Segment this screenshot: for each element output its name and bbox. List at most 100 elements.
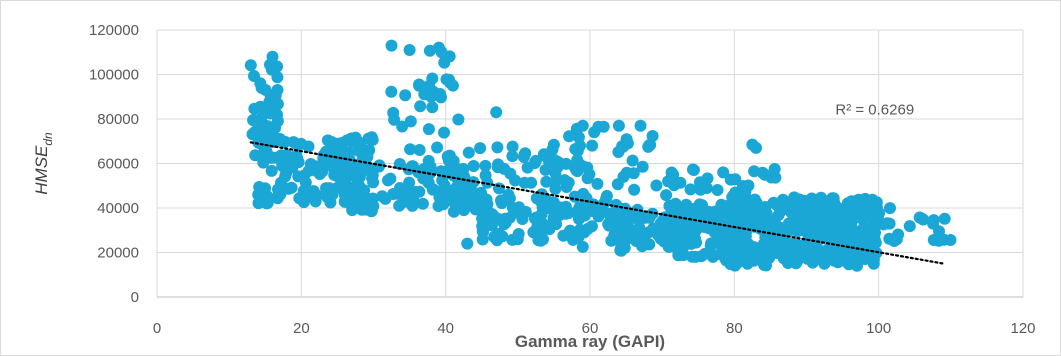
data-point — [572, 131, 585, 144]
data-point — [297, 185, 310, 197]
data-point — [385, 85, 398, 98]
data-point — [687, 231, 700, 244]
data-point — [461, 237, 474, 250]
data-point — [302, 140, 315, 153]
data-point — [272, 189, 285, 202]
y-tick-label: 80000 — [97, 111, 139, 128]
data-point — [768, 240, 781, 253]
data-point — [435, 46, 448, 59]
data-point — [927, 214, 940, 227]
data-point — [479, 159, 492, 172]
data-point — [281, 182, 293, 195]
data-point — [787, 193, 800, 206]
data-point — [516, 213, 529, 225]
data-point — [490, 106, 503, 119]
data-point — [521, 161, 534, 174]
data-point — [797, 211, 809, 223]
data-point — [600, 189, 613, 202]
data-point — [721, 241, 734, 254]
data-point — [492, 213, 505, 226]
data-point — [376, 190, 389, 203]
data-point — [768, 163, 781, 175]
data-point — [674, 176, 687, 189]
gridlines — [156, 29, 1024, 298]
data-point — [615, 240, 628, 253]
data-point — [413, 144, 426, 156]
data-point — [393, 158, 406, 170]
data-point — [423, 44, 436, 57]
data-point — [278, 158, 290, 171]
x-tick-labels: 0 20 40 60 80 100 120 — [153, 320, 1036, 337]
data-point — [742, 179, 755, 192]
data-point — [770, 198, 783, 211]
data-point — [591, 177, 604, 190]
data-point — [750, 215, 763, 228]
data-point — [782, 225, 795, 238]
data-point — [404, 143, 417, 156]
data-point — [323, 155, 336, 168]
data-point — [660, 189, 673, 202]
data-point — [823, 225, 836, 238]
data-point — [841, 197, 854, 210]
data-point — [384, 172, 397, 185]
trendline-path — [249, 141, 945, 265]
data-point — [616, 140, 629, 153]
data-point — [830, 248, 843, 261]
data-point — [511, 233, 524, 246]
data-point — [746, 138, 759, 151]
data-point — [539, 163, 552, 176]
data-point — [701, 172, 714, 185]
data-point — [540, 193, 553, 206]
data-point — [870, 247, 883, 259]
data-point — [506, 140, 519, 153]
data-point — [684, 183, 697, 196]
data-point — [819, 249, 832, 262]
x-tick-label: 0 — [153, 320, 161, 337]
data-point — [267, 63, 280, 76]
data-point — [759, 214, 772, 226]
data-point — [564, 224, 577, 237]
data-point — [826, 196, 839, 209]
data-point — [634, 119, 647, 132]
data-point — [563, 130, 576, 143]
x-tick-label: 20 — [293, 320, 310, 337]
data-point — [481, 198, 494, 211]
data-point — [446, 79, 459, 92]
data-point — [704, 239, 717, 252]
data-point — [518, 148, 531, 161]
data-point — [260, 146, 273, 158]
data-point — [628, 183, 641, 196]
data-point — [310, 189, 323, 202]
x-tick-label: 120 — [1010, 320, 1035, 337]
data-point — [711, 184, 724, 196]
data-point — [266, 50, 279, 63]
data-point — [452, 113, 465, 126]
data-point — [691, 207, 704, 220]
data-point — [259, 83, 272, 96]
data-point — [257, 156, 270, 169]
data-point — [811, 220, 824, 233]
data-point — [730, 234, 743, 247]
x-tick-label: 80 — [726, 320, 743, 337]
trendline — [249, 141, 945, 265]
data-point — [292, 170, 305, 183]
data-point — [873, 207, 886, 219]
y-tick-label: 40000 — [97, 200, 139, 217]
data-point — [666, 217, 679, 229]
data-point — [593, 205, 606, 218]
data-point — [438, 126, 450, 139]
data-point — [576, 240, 589, 253]
y-tick-labels: 0 20000 40000 60000 80000 100000 120000 — [89, 22, 139, 306]
y-tick-label: 120000 — [89, 22, 139, 39]
data-point — [743, 204, 756, 217]
data-point — [576, 198, 589, 211]
data-point — [336, 137, 348, 149]
data-point — [576, 119, 589, 132]
data-point — [297, 196, 310, 209]
data-point — [503, 211, 516, 224]
data-point — [247, 114, 260, 127]
data-point — [248, 70, 260, 82]
data-point — [724, 173, 737, 186]
y-axis-title: HMSEdn — [32, 132, 55, 195]
